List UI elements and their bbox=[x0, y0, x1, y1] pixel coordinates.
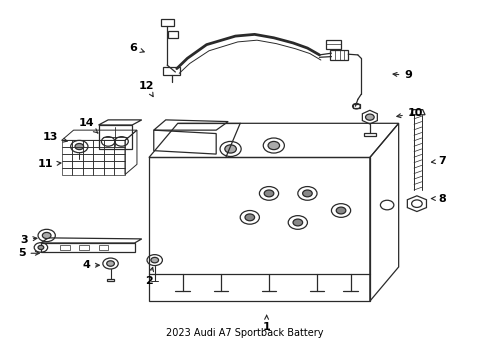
Text: 7: 7 bbox=[432, 156, 446, 166]
Text: 1: 1 bbox=[263, 315, 270, 332]
Text: 12: 12 bbox=[139, 81, 154, 96]
Text: 11: 11 bbox=[38, 159, 61, 169]
Circle shape bbox=[75, 144, 84, 150]
Circle shape bbox=[293, 219, 303, 226]
Circle shape bbox=[336, 207, 346, 214]
Circle shape bbox=[366, 114, 374, 120]
Text: 13: 13 bbox=[43, 132, 67, 142]
Circle shape bbox=[42, 233, 51, 239]
Text: 5: 5 bbox=[18, 248, 39, 258]
Text: 9: 9 bbox=[393, 71, 412, 80]
Text: 2023 Audi A7 Sportback Battery: 2023 Audi A7 Sportback Battery bbox=[166, 328, 324, 338]
Text: 10: 10 bbox=[397, 108, 423, 118]
Text: 14: 14 bbox=[79, 118, 98, 133]
Circle shape bbox=[245, 214, 255, 221]
Circle shape bbox=[225, 145, 236, 153]
Circle shape bbox=[268, 141, 280, 150]
Text: 6: 6 bbox=[130, 43, 144, 53]
Circle shape bbox=[107, 261, 114, 266]
Circle shape bbox=[264, 190, 274, 197]
Circle shape bbox=[303, 190, 312, 197]
Text: 4: 4 bbox=[83, 260, 99, 270]
Circle shape bbox=[151, 257, 159, 263]
Text: 3: 3 bbox=[20, 235, 37, 244]
Text: 2: 2 bbox=[145, 267, 153, 285]
Circle shape bbox=[38, 246, 44, 249]
Text: 8: 8 bbox=[432, 194, 446, 203]
